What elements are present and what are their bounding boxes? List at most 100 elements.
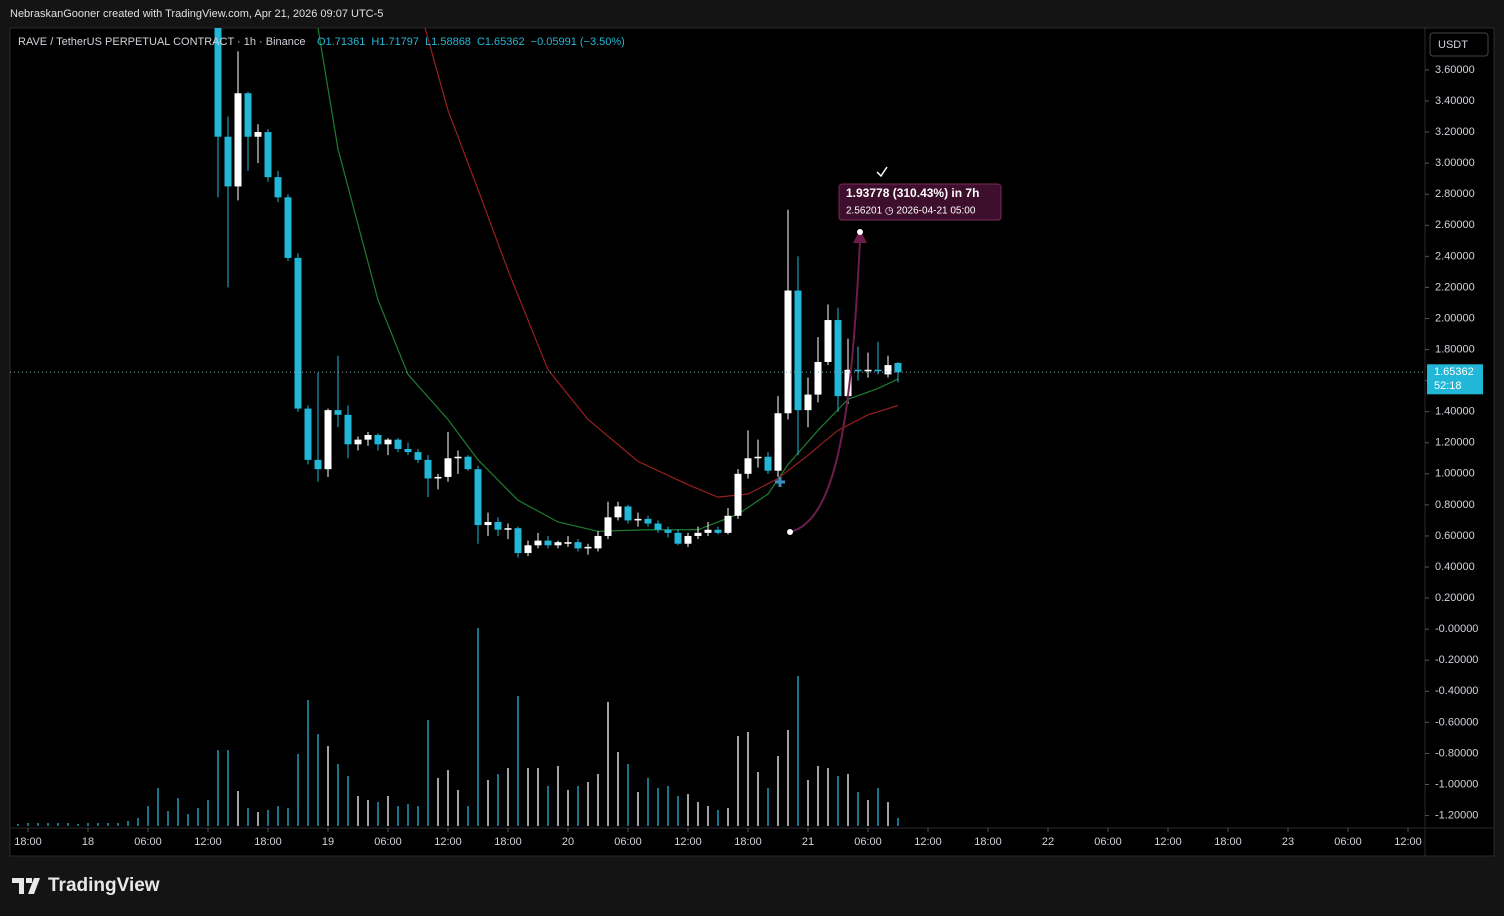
volume-bar: [627, 764, 629, 826]
volume-bar: [367, 800, 369, 826]
legend-value: −0.05991 (−3.50%): [531, 36, 625, 48]
volume-bar: [817, 766, 819, 826]
candle-body: [764, 456, 772, 471]
volume-bar: [87, 823, 89, 826]
y-tick-label: -1.00000: [1435, 778, 1478, 790]
y-tick-label: 1.80000: [1435, 343, 1475, 355]
x-tick-label: 06:00: [134, 836, 162, 848]
volume-bar: [247, 808, 249, 826]
volume-bar: [317, 734, 319, 826]
y-tick-label: 3.00000: [1435, 157, 1475, 169]
volume-bar: [37, 823, 39, 826]
candle-body: [824, 320, 832, 362]
last-price-box: [1427, 364, 1483, 395]
volume-bar: [327, 746, 329, 826]
chart-panel: [9, 27, 1495, 857]
volume-bar: [607, 702, 609, 826]
currency[interactable]: USDT: [1438, 39, 1468, 51]
y-tick-label: 3.60000: [1435, 64, 1475, 76]
x-tick-label: 06:00: [854, 836, 882, 848]
x-tick-label: 18:00: [974, 836, 1002, 848]
volume-bar: [757, 772, 759, 826]
x-tick-label: 12:00: [914, 836, 942, 848]
candle-body: [594, 535, 602, 549]
legend-value: L1.58868: [425, 36, 471, 48]
y-tick-label: -0.80000: [1435, 747, 1478, 759]
volume-bar: [337, 764, 339, 826]
candle-body: [814, 361, 822, 395]
candle-body: [724, 515, 732, 533]
candle-body: [464, 456, 472, 470]
candle-body: [254, 132, 262, 137]
candle-body: [844, 369, 852, 397]
volume-bar: [387, 796, 389, 826]
volume-bar: [597, 774, 599, 826]
volume-bar: [117, 823, 119, 826]
volume-bar: [527, 768, 529, 826]
candle-body: [644, 518, 652, 524]
plot: [17, 28, 902, 826]
measure-end: [857, 229, 863, 235]
candle-body: [304, 408, 312, 460]
cross-marker: [775, 477, 785, 487]
y-tick-label: 1.00000: [1435, 468, 1475, 480]
volume-bar: [177, 798, 179, 826]
candle-body: [524, 545, 532, 554]
volume-bar: [727, 808, 729, 826]
measure-arrow: [789, 239, 861, 533]
x-tick-label: 12:00: [674, 836, 702, 848]
volume-bar: [77, 824, 79, 826]
x-tick-label: 12:00: [1394, 836, 1422, 848]
y-tick-label: 2.80000: [1435, 188, 1475, 200]
volume-bar: [887, 802, 889, 826]
volume-bar: [507, 768, 509, 826]
candle-body: [634, 518, 642, 521]
candle-body: [424, 459, 432, 479]
volume-bar: [667, 786, 669, 826]
volume-bar: [827, 768, 829, 826]
candle-body: [804, 394, 812, 411]
volume-bar: [767, 788, 769, 826]
candle-body: [344, 414, 352, 445]
volume-bar: [547, 786, 549, 826]
volume-bar: [27, 823, 29, 826]
ma-line: [424, 28, 899, 498]
volume-bar: [707, 806, 709, 826]
candle-body: [244, 93, 252, 137]
currency-button[interactable]: [1429, 32, 1489, 57]
volume-bar: [557, 766, 559, 826]
volume-bar: [427, 720, 429, 826]
candle-body: [454, 456, 462, 459]
candle-body: [774, 413, 782, 471]
measure-box: [838, 183, 1002, 221]
volume-bar: [17, 824, 19, 826]
legend-value: O1.71361: [317, 36, 365, 48]
measure-target: 2.56201 ◷ 2026-04-21 05:00: [846, 206, 976, 217]
volume-bar: [517, 696, 519, 826]
candle-body: [654, 523, 662, 530]
volume-bar: [847, 774, 849, 826]
volume-bar: [127, 821, 129, 826]
y-tick-label: -0.60000: [1435, 716, 1478, 728]
candle-body: [744, 458, 752, 474]
candle-body: [444, 458, 452, 477]
volume-bar: [407, 804, 409, 826]
symbol-title: RAVE / TetherUS PERPETUAL CONTRACT · 1h …: [18, 36, 306, 48]
candle-body: [734, 473, 742, 516]
candle-body: [664, 529, 672, 533]
candle-body: [384, 439, 392, 445]
volume-bar: [257, 812, 259, 826]
volume-bar: [147, 806, 149, 826]
volume-bar: [277, 806, 279, 826]
y-tick-label: 2.00000: [1435, 312, 1475, 324]
candle-body: [704, 529, 712, 533]
candle-body: [394, 439, 402, 449]
volume-bar: [417, 806, 419, 826]
y-tick-label: 0.80000: [1435, 499, 1475, 511]
header: NebraskanGooner created with TradingView…: [10, 8, 383, 20]
candle-body: [404, 448, 412, 453]
y-tick-label: 0.60000: [1435, 530, 1475, 542]
candle-body: [694, 532, 702, 536]
volume-bar: [877, 788, 879, 826]
y-tick-label: 2.60000: [1435, 219, 1475, 231]
